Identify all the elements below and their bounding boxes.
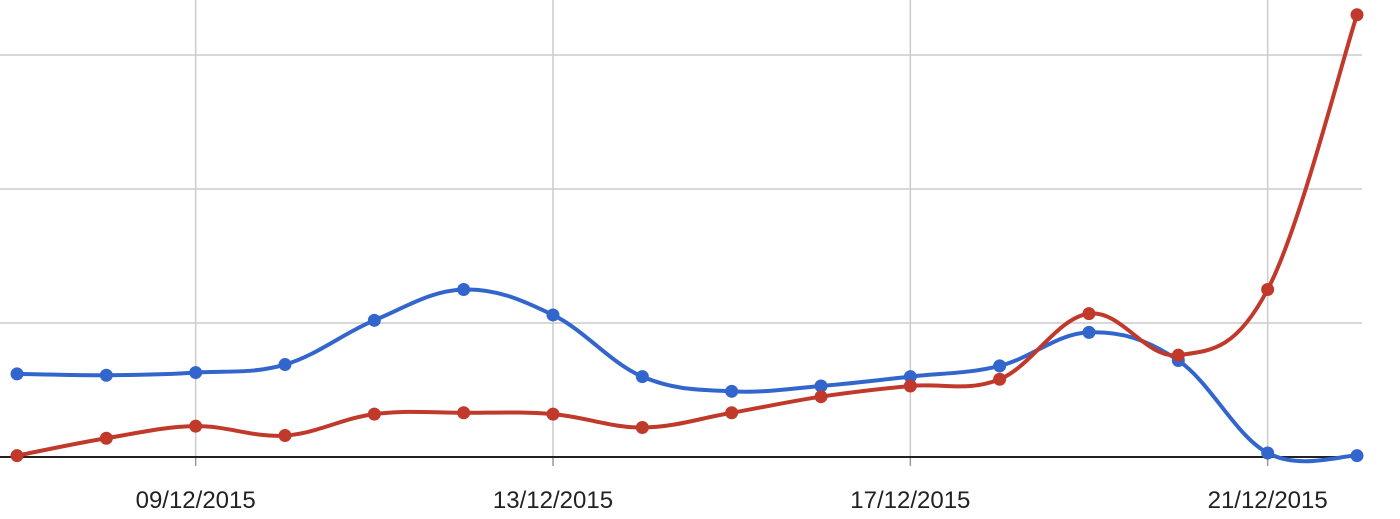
data-point[interactable]: [903, 370, 917, 384]
data-point[interactable]: [635, 370, 649, 384]
data-point[interactable]: [189, 419, 203, 433]
data-point[interactable]: [189, 366, 203, 380]
series-1: [10, 283, 1364, 464]
data-point[interactable]: [1082, 307, 1096, 321]
data-point[interactable]: [367, 313, 381, 327]
x-tick-label: 13/12/2015: [493, 487, 613, 514]
data-point[interactable]: [457, 406, 471, 420]
data-point[interactable]: [1350, 449, 1364, 463]
series-layer: [10, 8, 1364, 464]
x-tick-label: 17/12/2015: [850, 487, 970, 514]
data-point[interactable]: [99, 368, 113, 382]
x-tick-label: 21/12/2015: [1208, 487, 1328, 514]
x-tick-label: 09/12/2015: [136, 487, 256, 514]
y-gridlines: [0, 54, 1362, 324]
series-2: [10, 8, 1364, 463]
data-point[interactable]: [725, 406, 739, 420]
data-point[interactable]: [725, 384, 739, 398]
data-point[interactable]: [814, 379, 828, 393]
data-point[interactable]: [993, 359, 1007, 373]
data-point[interactable]: [278, 429, 292, 443]
data-point[interactable]: [99, 431, 113, 445]
data-point[interactable]: [546, 407, 560, 421]
data-point[interactable]: [1261, 283, 1275, 296]
x-tick-labels: 09/12/2015 13/12/2015 17/12/2015 21/12/2015: [136, 487, 1328, 514]
data-point[interactable]: [1171, 348, 1185, 362]
data-point[interactable]: [635, 421, 649, 435]
data-point[interactable]: [278, 358, 292, 372]
series-line: [15, 287, 1359, 464]
data-point[interactable]: [814, 390, 828, 404]
data-point[interactable]: [10, 367, 24, 381]
data-point[interactable]: [546, 308, 560, 322]
data-point[interactable]: [993, 372, 1007, 386]
x-gridlines: [194, 0, 1269, 466]
data-point[interactable]: [903, 379, 917, 393]
data-point[interactable]: [367, 407, 381, 421]
data-point[interactable]: [10, 449, 24, 463]
data-point[interactable]: [1082, 325, 1096, 339]
data-point[interactable]: [1350, 8, 1364, 22]
data-point[interactable]: [1261, 446, 1275, 460]
data-point[interactable]: [457, 283, 471, 296]
